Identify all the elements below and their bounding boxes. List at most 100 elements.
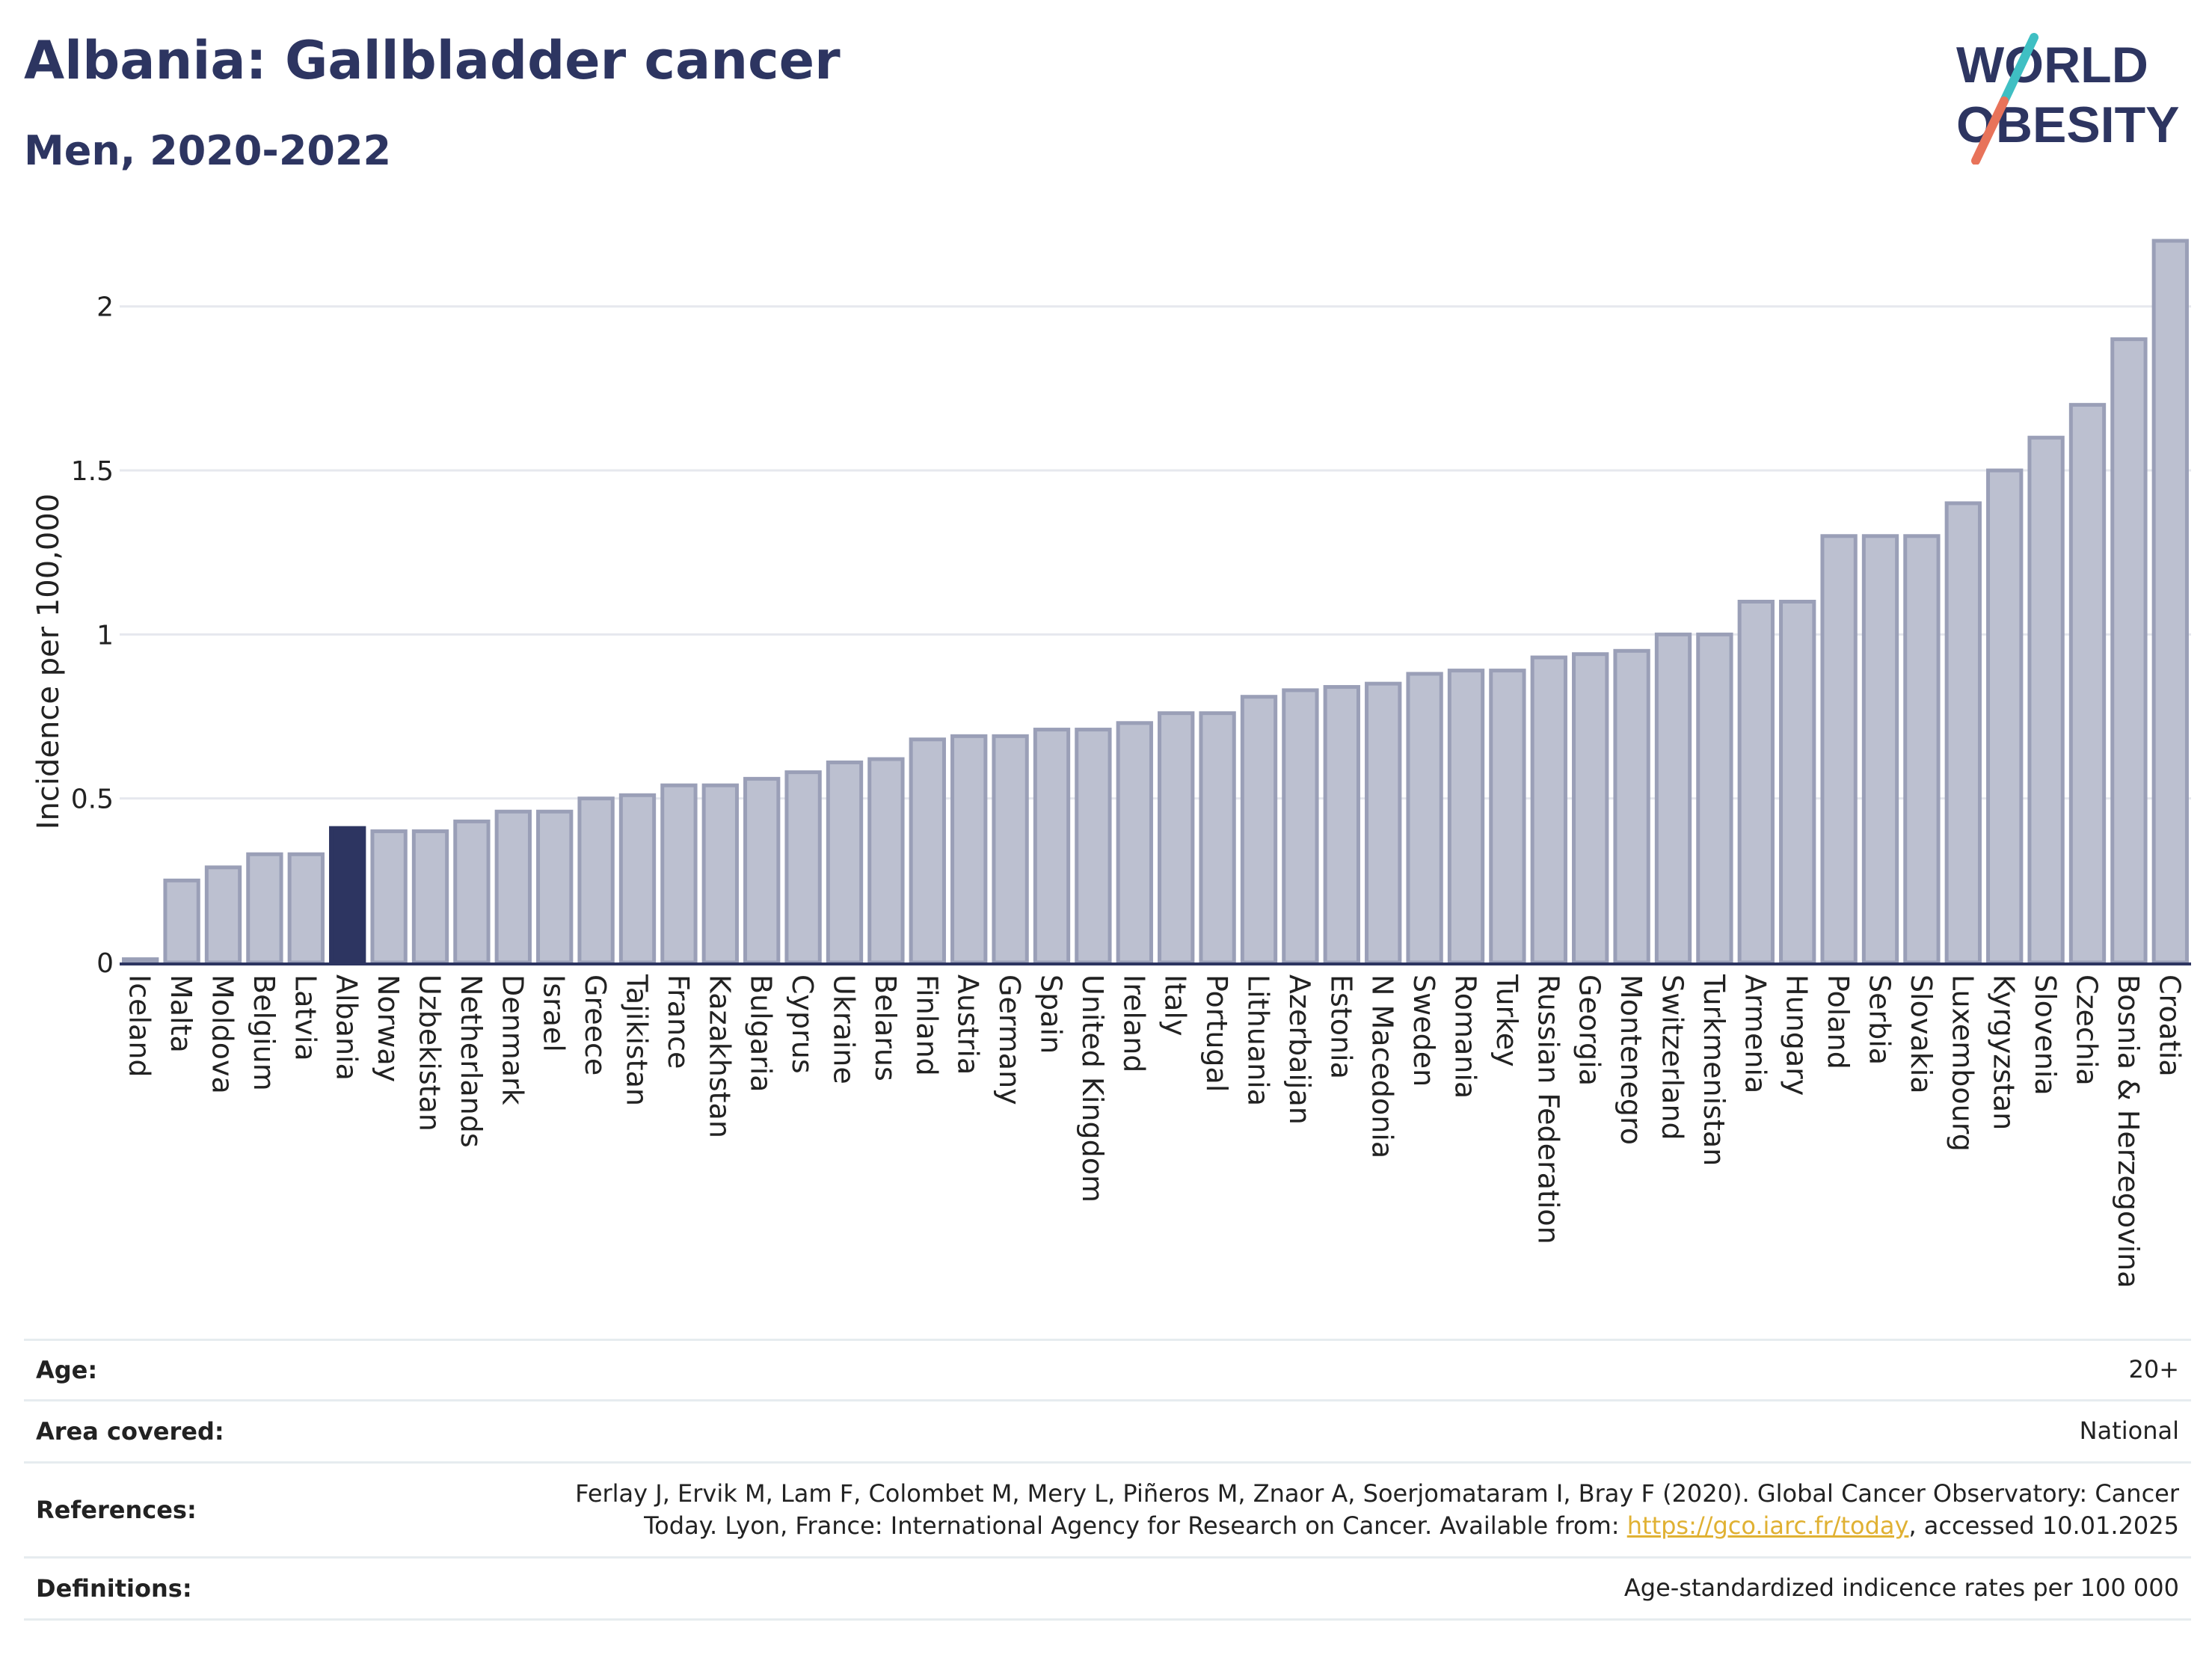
bar [701,783,739,965]
bar [1033,728,1071,965]
bar [411,829,449,965]
bar [1696,632,1733,965]
y-axis-label: Incidence per 100,000 [31,494,66,830]
bar [122,957,159,965]
x-tick-label: Lithuania [1242,974,1275,1106]
x-tick-label: Poland [1822,974,1855,1069]
x-tick-label: Ukraine [828,974,861,1084]
x-tick-label: Georgia [1573,974,1606,1086]
bar [329,826,366,965]
bar [1158,711,1195,965]
chart-title: Albania: Gallbladder cancer [24,30,841,91]
x-tick-label: Russian Federation [1531,974,1564,1244]
y-tick-label: 1 [96,620,114,651]
x-tick-label: Latvia [289,974,322,1061]
x-tick-labels: Iceland Malta Moldova Belgium Latvia Albania N… [123,974,2187,1289]
bar [204,865,242,965]
x-tick-label: Sweden [1407,974,1440,1087]
y-tick-label: 2 [96,292,114,323]
bar [1365,681,1402,965]
bar [1282,688,1319,965]
bar [2068,402,2107,965]
bar [370,829,408,965]
x-tick-label: N Macedonia [1366,974,1399,1158]
bar [246,852,283,965]
bar [1820,534,1858,965]
x-tick-label: Uzbekistan [414,974,446,1132]
x-tick-label: Moldova [206,974,239,1094]
bar [287,852,325,965]
x-tick-label: Armenia [1739,974,1772,1093]
bar [1944,501,1982,965]
references-line1: Ferlay J, Ervik M, Lam F, Colombet M, Me… [575,1479,2179,1508]
x-tick-label: Serbia [1864,974,1896,1065]
bar [1406,672,1443,965]
bar [992,734,1029,965]
x-tick-label: Kazakhstan [703,974,736,1138]
x-tick-label: Azerbaijan [1283,974,1316,1125]
x-tick-label: Czechia [2071,974,2104,1086]
bar [867,757,905,965]
metadata-table: Age: 20+ Area covered: National Referenc… [24,1339,2191,1621]
x-tick-label: Belgium [248,974,280,1091]
x-tick-label: Portugal [1200,974,1233,1092]
bar [743,776,781,965]
logo-slash-coral [1971,96,2009,165]
references-value: Ferlay J, Ervik M, Lam F, Colombet M, Me… [575,1478,2179,1542]
bar [1572,652,1609,965]
x-tick-label: Slovakia [1905,974,1938,1094]
bar [494,809,532,965]
x-tick-label: Netherlands [455,974,488,1148]
x-tick-label: Iceland [123,974,156,1078]
age-value: 20+ [2128,1355,2179,1384]
meta-row-age: Age: 20+ [24,1339,2191,1399]
bar [660,783,698,965]
x-tick-label: Finland [910,974,943,1076]
references-line2: Today. Lyon, France: International Agenc… [644,1511,1627,1540]
bar [1779,600,1816,965]
bar [784,770,822,965]
bar [1075,728,1112,965]
x-tick-label: Israel [538,974,571,1052]
meta-row-references: References: Ferlay J, Ervik M, Lam F, Co… [24,1461,2191,1556]
x-tick-label: Kyrgyzstan [1988,974,2021,1130]
references-label: References: [36,1496,197,1524]
x-tick-label: Italy [1159,974,1192,1036]
references-line2-tail: , accessed 10.01.2025 [1908,1511,2179,1540]
x-tick-label: Bosnia & Herzegovina [2112,974,2145,1289]
logo-text-world: WORLD [1956,37,2148,93]
bar [1116,721,1153,965]
x-tick-label: Germany [993,974,1026,1105]
definitions-value: Age-standardized indicence rates per 100… [1623,1573,2179,1603]
y-tick-label: 0.5 [71,784,114,815]
bar [1530,655,1567,965]
x-tick-label: Romania [1449,974,1482,1099]
bar [453,819,491,965]
bar [2027,435,2065,965]
definitions-label: Definitions: [36,1574,192,1603]
references-link[interactable]: https://gco.iarc.fr/today [1626,1511,1909,1540]
x-tick-label: Croatia [2153,974,2186,1077]
bar [2110,337,2148,965]
bar [1489,669,1526,965]
x-tick-label: Austria [952,974,985,1075]
bar [1240,695,1278,965]
bar [577,796,615,965]
x-tick-label: Cyprus [786,974,819,1074]
x-tick-label: Albania [331,974,363,1081]
bar [1199,711,1236,965]
bar [1861,534,1899,965]
logo-slash-teal [2000,33,2039,105]
x-tick-label: Luxembourg [1946,974,1979,1152]
x-tick-label: Norway [372,974,405,1082]
bar [1903,534,1941,965]
area-value: National [2079,1416,2179,1446]
chart-subtitle: Men, 2020-2022 [24,127,392,174]
x-tick-label: Spain [1035,974,1068,1054]
bar [1986,468,2024,965]
bar [163,878,200,965]
bar [826,760,864,965]
x-tick-label: Bulgaria [745,974,778,1093]
x-tick-label: Denmark [496,974,529,1105]
area-label: Area covered: [36,1417,224,1446]
